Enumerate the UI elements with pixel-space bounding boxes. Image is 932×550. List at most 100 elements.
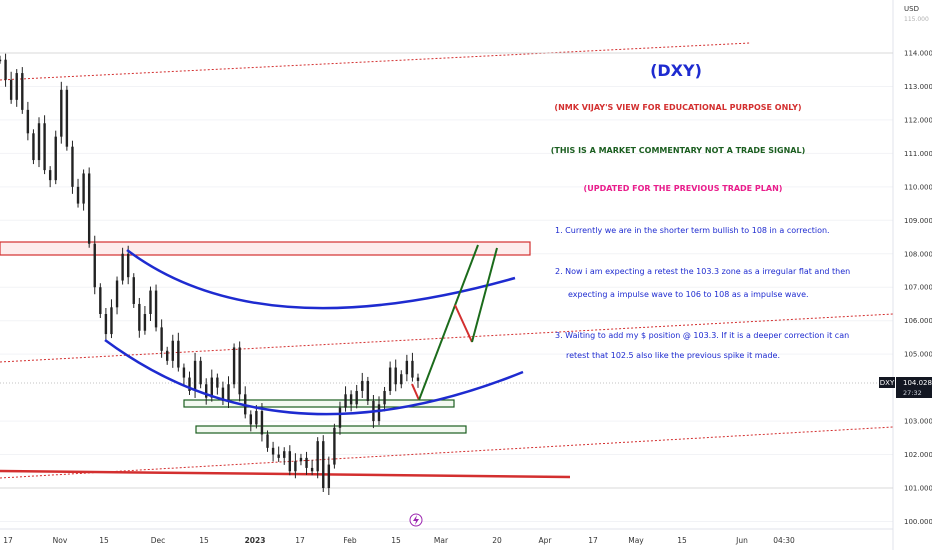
time-tick-label: 15 <box>677 536 687 545</box>
candle-body <box>126 253 130 278</box>
annotation-point-3a: 3. Waiting to add my $ position @ 103.3.… <box>555 331 849 340</box>
price-tick-label: 114.000 <box>904 50 932 58</box>
candle-body <box>400 374 403 385</box>
support-red-line[interactable] <box>0 469 571 479</box>
candle-body <box>171 340 174 361</box>
candle-body <box>327 464 331 488</box>
red-pullback-leg[interactable] <box>454 304 473 343</box>
support-zone-103-3[interactable] <box>183 399 455 408</box>
countdown-value: 27:32 <box>903 389 922 397</box>
annotation-title: (DXY) <box>650 61 702 80</box>
last-price-tag[interactable]: 104.028 27:32 <box>896 377 932 398</box>
candle-body <box>260 411 264 435</box>
price-tick-label: 100.000 <box>904 518 932 526</box>
price-tick-label: 103.000 <box>904 418 932 426</box>
candle-body <box>210 377 213 398</box>
candle-body <box>4 59 7 80</box>
candle-body <box>0 59 2 62</box>
candle-body <box>366 380 370 401</box>
green-impulse-leg-1[interactable] <box>418 244 479 401</box>
candle-body <box>232 347 236 385</box>
time-tick-label: 15 <box>199 536 209 545</box>
time-tick-label: 15 <box>391 536 401 545</box>
time-tick-label: Feb <box>343 536 357 545</box>
price-tick-label: 110.000 <box>904 183 932 191</box>
price-tick-label: 106.000 <box>904 317 932 325</box>
candle-body <box>288 451 292 472</box>
time-tick-label: Jun <box>735 536 748 545</box>
red-correction-leg[interactable] <box>411 383 420 401</box>
candle-body <box>9 79 13 100</box>
time-tick-label: 04:30 <box>773 536 795 545</box>
candle-body <box>99 287 102 314</box>
time-tick-label: 17 <box>588 536 598 545</box>
candle-body <box>149 290 152 314</box>
candle-body <box>188 377 191 391</box>
annotation-point-1: 1. Currently we are in the shorter term … <box>555 226 830 235</box>
candle-body <box>71 146 74 187</box>
candle-body <box>277 454 280 458</box>
candle-body <box>338 407 342 428</box>
price-tick-label: 112.000 <box>904 116 932 124</box>
channel-top-dotted[interactable] <box>0 42 751 81</box>
price-tick-label: 111.000 <box>904 150 932 158</box>
candle-body <box>15 73 18 100</box>
event-lightning-icon[interactable] <box>409 513 423 527</box>
candle-body <box>405 360 409 375</box>
candle-body <box>333 427 336 465</box>
candle-body <box>349 394 353 405</box>
time-tick-label: 2023 <box>245 536 266 545</box>
candle-body <box>283 451 286 458</box>
candle-body <box>227 384 230 401</box>
symbol-tag[interactable]: DXY <box>879 377 895 388</box>
plot-area[interactable] <box>0 0 893 529</box>
candle-body <box>199 360 202 385</box>
time-tick-label: Dec <box>151 536 166 545</box>
candle-body <box>104 314 108 335</box>
candle-body <box>388 367 392 391</box>
time-tick-label: 17 <box>3 536 13 545</box>
candle-body <box>355 390 358 405</box>
blue-lower-arc[interactable] <box>104 338 524 416</box>
candle-body <box>115 280 119 308</box>
candle-body <box>166 350 169 361</box>
annotation-updated: (UPDATED FOR THE PREVIOUS TRADE PLAN) <box>584 184 783 193</box>
price-series <box>0 53 420 495</box>
price-tick-partial: 115.000 <box>904 16 929 23</box>
candle-body <box>87 173 91 244</box>
price-tick-label: 105.000 <box>904 351 932 359</box>
candle-body <box>26 109 30 134</box>
channel-mid-dotted[interactable] <box>0 313 894 363</box>
time-axis: 17 Nov 15 Dec 15 2023 17 Feb 15 Mar 20 Apr 17 May 15 Ju… <box>3 536 795 545</box>
candle-body <box>143 314 147 331</box>
candle-body <box>121 253 124 281</box>
candle-body <box>138 303 141 331</box>
candle-body <box>82 173 85 204</box>
annotation-point-3b: retest that 102.5 also like the previous… <box>566 351 780 360</box>
annotation-point-2a: 2. Now i am expecting a retest the 103.3… <box>555 267 850 276</box>
candle-body <box>322 441 325 488</box>
candle-body <box>177 340 180 368</box>
price-axis: 114.000 113.000 112.000 111.000 110.000 109.0… <box>904 50 932 526</box>
green-impulse-leg-2[interactable] <box>471 247 498 343</box>
candle-body <box>416 377 420 381</box>
candle-body <box>316 441 319 472</box>
candle-body <box>37 123 41 161</box>
time-tick-label: May <box>628 536 644 545</box>
blue-upper-arc[interactable] <box>126 249 516 310</box>
candle-body <box>65 89 69 147</box>
candle-body <box>266 434 269 448</box>
support-zone-102-5[interactable] <box>195 425 467 434</box>
candle-body <box>93 243 96 288</box>
price-tick-label: 108.000 <box>904 250 932 258</box>
time-tick-label: 15 <box>99 536 109 545</box>
candle-body <box>48 170 52 181</box>
channel-bottom-dotted[interactable] <box>0 426 894 479</box>
price-tick-label: 113.000 <box>904 83 932 91</box>
price-tick-label: 101.000 <box>904 485 932 493</box>
price-tick-label: 109.000 <box>904 217 932 225</box>
candle-body <box>238 347 241 395</box>
resistance-zone-108[interactable] <box>0 241 531 256</box>
